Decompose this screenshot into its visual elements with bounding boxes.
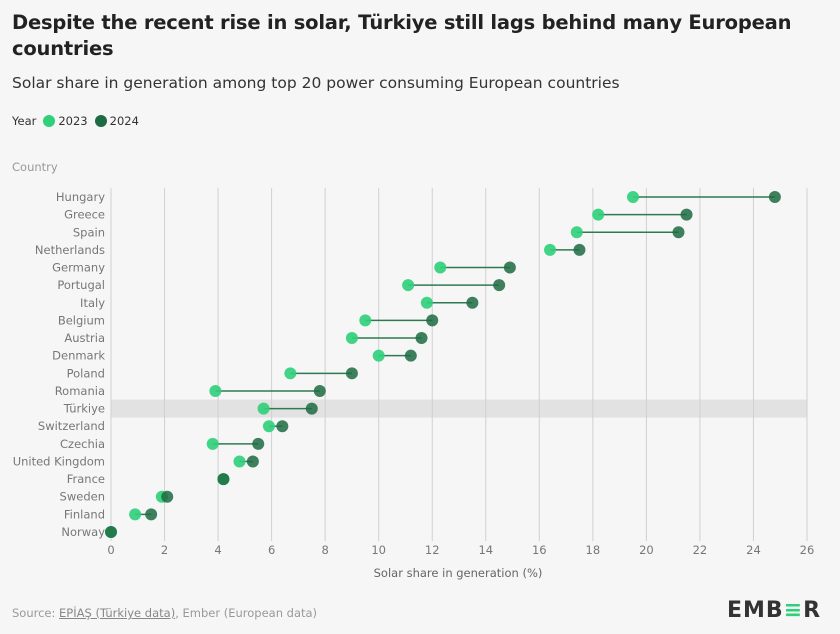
dot-2023 [233,455,246,468]
highlight-band [111,399,807,418]
dot-2024 [415,332,428,345]
legend: Year 2023 2024 [12,114,139,128]
y-axis-title: Country [12,160,58,174]
dot-2023 [402,279,415,292]
x-tick-label: 8 [321,543,328,557]
dot-2023 [257,402,270,415]
legend-dot-2024 [94,115,107,127]
dot-2023 [209,384,222,397]
x-tick-label: 24 [746,543,761,557]
x-tick-label: 16 [532,543,547,557]
country-label: Belgium [58,313,105,327]
legend-label: Year [12,114,37,128]
dot-2024 [217,473,230,486]
dot-2024 [466,296,479,309]
dot-2024 [573,243,586,256]
x-tick-label: 22 [693,543,708,557]
dot-2024 [493,279,506,292]
country-label: Spain [73,225,105,239]
dot-2023 [359,314,372,327]
x-tick-label: 18 [586,543,601,557]
dot-2024 [246,455,259,468]
dot-2024 [252,437,265,450]
legend-dot-2023 [43,115,56,127]
dot-2023 [420,296,433,309]
dot-2024 [768,191,781,203]
chart-subtitle: Solar share in generation among top 20 p… [12,74,620,92]
country-label: Portugal [57,278,105,292]
x-tick-label: 6 [268,543,275,557]
source-prefix: Source: [12,606,60,620]
dot-2024 [105,526,117,538]
dot-2023 [206,437,219,450]
dot-2023 [592,208,605,221]
dot-2023 [627,191,639,203]
x-tick-label: 4 [214,543,221,557]
source-link[interactable]: EPİAŞ (Türkiye data) [59,606,176,620]
country-label: Hungary [56,190,105,204]
country-label: Italy [80,296,105,310]
dot-2024 [404,349,417,362]
country-label: Germany [52,261,105,275]
dot-2023 [262,420,275,433]
dot-2024 [503,261,516,274]
dot-2023 [372,349,385,362]
dot-2024 [276,420,289,433]
dot-2023 [434,261,447,274]
x-tick-label: 12 [425,543,440,557]
dot-2024 [313,384,326,397]
x-tick-label: 14 [478,543,493,557]
country-label: Denmark [52,349,105,363]
source-note: Source: EPİAŞ (Türkiye data), Ember (Eur… [12,606,317,620]
x-tick-label: 20 [639,543,654,557]
country-label: Türkiye [63,402,105,416]
country-label: Sweden [60,490,105,504]
x-tick-label: 0 [107,543,114,557]
dot-2023 [570,226,583,239]
country-label: Netherlands [35,243,105,257]
x-axis-title: Solar share in generation (%) [374,566,543,580]
x-tick-label: 2 [161,543,168,557]
dot-2024 [672,226,685,239]
legend-item-2023: 2023 [58,114,88,128]
dot-2024 [680,208,693,221]
country-label: Switzerland [38,419,105,433]
dot-2023 [544,243,557,256]
dot-2024 [161,490,174,503]
dot-2024 [145,508,158,521]
dot-2024 [305,402,318,415]
dot-2024 [345,367,358,380]
country-label: Romania [55,384,105,398]
x-tick-label: 10 [371,543,386,557]
country-label: Finland [64,507,105,521]
country-label: Czechia [60,437,105,451]
source-rest: , Ember (European data) [175,606,318,620]
dot-2023 [284,367,297,380]
country-label: Norway [61,525,105,539]
country-label: Poland [67,366,105,380]
country-label: Greece [64,208,105,222]
country-label: Austria [64,331,105,345]
ember-logo: EMB≡R [727,598,822,623]
dot-2023 [129,508,142,521]
country-label: United Kingdom [13,454,105,468]
x-tick-label: 26 [800,543,815,557]
country-label: France [67,472,105,486]
dot-2023 [345,332,358,345]
dot-2024 [426,314,439,327]
legend-item-2024: 2024 [109,114,139,128]
chart-title: Despite the recent rise in solar, Türkiy… [12,11,792,60]
